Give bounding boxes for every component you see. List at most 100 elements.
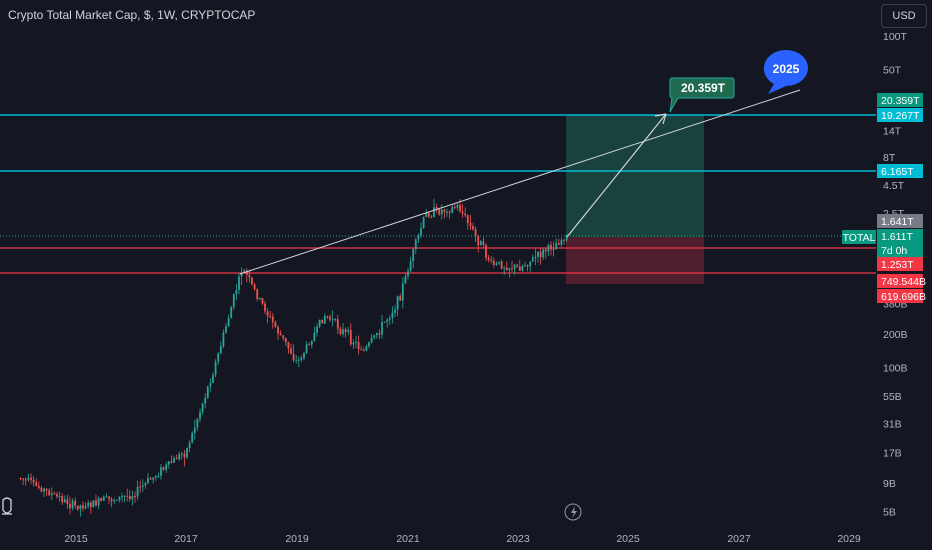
candle-body bbox=[357, 341, 360, 350]
price-tag: 749.544B bbox=[881, 276, 926, 288]
candle-body bbox=[227, 318, 230, 327]
candle-body bbox=[539, 251, 542, 258]
candle-body bbox=[245, 270, 248, 275]
y-tick-label: 8T bbox=[883, 152, 896, 164]
candle-body bbox=[136, 486, 139, 497]
candle-body bbox=[292, 353, 295, 361]
candle-body bbox=[344, 329, 347, 333]
candle-body bbox=[45, 488, 48, 491]
candle-body bbox=[414, 239, 417, 250]
x-tick-label: 2025 bbox=[616, 533, 640, 545]
candle-body bbox=[217, 353, 220, 362]
x-tick-label: 2015 bbox=[64, 533, 88, 545]
candle-body bbox=[511, 268, 513, 270]
candle-body bbox=[24, 479, 27, 481]
candle-body bbox=[258, 298, 261, 300]
candle-body bbox=[261, 298, 264, 304]
candle-body bbox=[48, 490, 51, 496]
price-tag: 20.359T bbox=[881, 95, 920, 107]
candle-body bbox=[321, 319, 324, 324]
candle-body bbox=[271, 316, 274, 323]
candle-body bbox=[139, 486, 142, 488]
drawing-tool-icon[interactable] bbox=[2, 497, 12, 515]
candle-body bbox=[492, 260, 495, 265]
profit-zone[interactable] bbox=[566, 115, 704, 237]
candle-body bbox=[477, 235, 480, 246]
candle-body bbox=[342, 329, 344, 335]
candle-body bbox=[27, 477, 30, 480]
candle-body bbox=[386, 319, 389, 322]
candle-body bbox=[162, 467, 165, 470]
trend-line[interactable] bbox=[239, 89, 801, 275]
candle-body bbox=[183, 453, 186, 458]
candle-body bbox=[180, 453, 183, 455]
candle-body bbox=[550, 244, 552, 250]
candle-body bbox=[269, 315, 272, 317]
candle-body bbox=[466, 215, 469, 224]
target-callout-label: 20.359T bbox=[681, 81, 726, 95]
candle-body bbox=[326, 316, 329, 318]
x-axis[interactable]: 2015 2017 2019 2021 2023 2025 2027 2029 bbox=[64, 533, 861, 545]
candle-body bbox=[201, 403, 204, 412]
candle-body bbox=[206, 386, 209, 398]
candle-body bbox=[37, 485, 40, 488]
candle-body bbox=[74, 500, 77, 506]
candle-body bbox=[212, 374, 214, 383]
candle-body bbox=[274, 322, 277, 327]
candle-body bbox=[126, 495, 129, 497]
price-tag-box bbox=[877, 229, 923, 243]
candle-body bbox=[188, 442, 191, 449]
candle-body bbox=[518, 266, 521, 271]
candle-body bbox=[300, 357, 303, 360]
candle-body bbox=[219, 346, 222, 354]
candle-body bbox=[347, 330, 350, 333]
candle-body bbox=[448, 211, 451, 213]
candle-body bbox=[149, 478, 152, 480]
price-tag-box bbox=[877, 214, 923, 228]
candle-body bbox=[542, 249, 545, 258]
candle-body bbox=[113, 500, 116, 502]
candle-body bbox=[102, 496, 105, 501]
candle-body bbox=[95, 500, 97, 506]
candle-body bbox=[485, 244, 487, 258]
projection-arrowhead bbox=[654, 113, 667, 125]
candle-body bbox=[32, 479, 35, 483]
x-tick-label: 2021 bbox=[396, 533, 420, 545]
y-tick-label: 55B bbox=[883, 391, 902, 403]
candle-body bbox=[526, 265, 529, 267]
candle-body bbox=[482, 241, 485, 245]
candles bbox=[19, 198, 568, 517]
candle-body bbox=[248, 274, 251, 278]
candle-body bbox=[204, 397, 207, 404]
candle-body bbox=[469, 223, 472, 227]
candle-body bbox=[425, 212, 428, 218]
candle-body bbox=[115, 499, 118, 501]
projection-arrow-line[interactable] bbox=[566, 113, 667, 238]
candle-body bbox=[388, 318, 391, 320]
candle-body bbox=[464, 213, 467, 216]
target-callout[interactable]: 20.359T bbox=[669, 77, 735, 113]
candle-body bbox=[225, 326, 227, 333]
price-tag-box bbox=[877, 93, 923, 107]
year-bubble[interactable]: 2025 bbox=[763, 50, 808, 94]
candle-body bbox=[440, 209, 443, 215]
candle-body bbox=[160, 467, 162, 476]
currency-button[interactable]: USD bbox=[881, 4, 927, 28]
candle-body bbox=[79, 505, 82, 510]
lightning-icon[interactable] bbox=[564, 503, 582, 521]
y-tick-label: 5B bbox=[883, 506, 896, 518]
candle-body bbox=[368, 342, 370, 347]
price-tag-box bbox=[877, 274, 923, 288]
candle-body bbox=[409, 261, 412, 272]
candle-body bbox=[170, 461, 173, 463]
loss-zone[interactable] bbox=[566, 237, 704, 284]
candle-body bbox=[238, 276, 240, 290]
candle-body bbox=[318, 319, 321, 327]
candle-body bbox=[157, 475, 160, 477]
candle-body bbox=[50, 493, 53, 496]
candle-body bbox=[500, 261, 503, 269]
candle-body bbox=[433, 207, 435, 217]
candle-body bbox=[427, 212, 430, 217]
candle-body bbox=[505, 267, 508, 271]
